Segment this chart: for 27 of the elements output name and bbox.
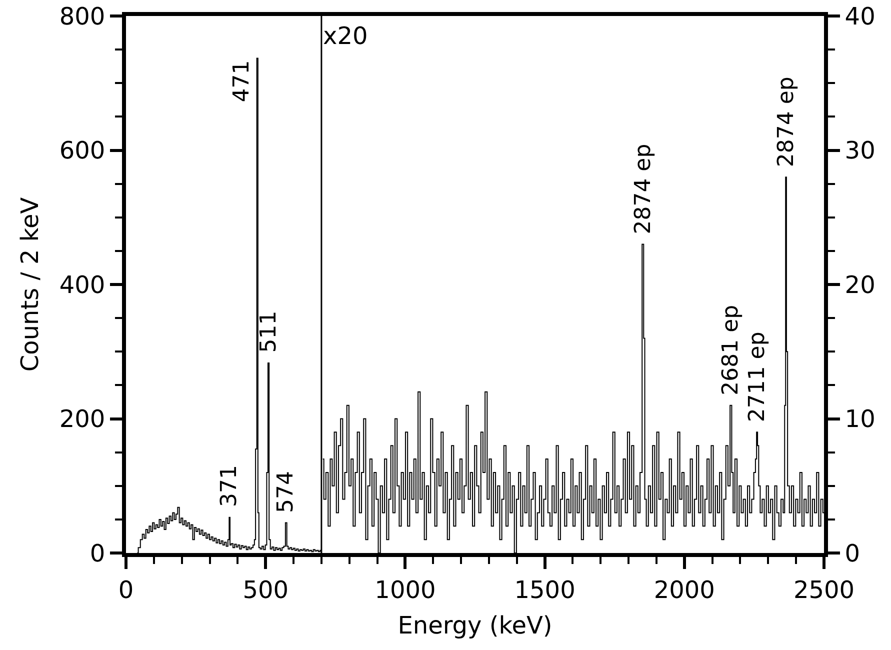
y-tick-label: 0 bbox=[90, 539, 106, 568]
y2-tick-label: 0 bbox=[844, 539, 860, 568]
y2-tick-label: 30 bbox=[844, 136, 876, 165]
x-tick-label: 500 bbox=[242, 576, 289, 604]
x-tick-label: 2000 bbox=[654, 576, 715, 604]
y2-tick-label: 40 bbox=[844, 2, 876, 30]
y-tick-label: 800 bbox=[59, 2, 106, 30]
y-axis-title: Counts / 2 keV bbox=[16, 196, 44, 372]
y-tick-label: 600 bbox=[59, 136, 106, 165]
x-tick-label: 1000 bbox=[374, 576, 436, 604]
y2-tick-label: 10 bbox=[844, 405, 876, 434]
x-axis-title: Energy (keV) bbox=[398, 612, 552, 640]
x-tick-label: 2500 bbox=[793, 576, 855, 604]
y2-tick-label: 20 bbox=[844, 270, 876, 299]
annotation: 2711 ep bbox=[744, 332, 770, 422]
ref-line-label: x20 bbox=[323, 22, 368, 50]
annotation: 2681 ep bbox=[718, 304, 744, 396]
annotation: 471 bbox=[230, 60, 255, 102]
annotation: 511 bbox=[256, 310, 282, 353]
y-tick-label: 400 bbox=[59, 270, 106, 299]
annotation: 371 bbox=[217, 465, 242, 507]
annotation: 574 bbox=[273, 471, 298, 514]
y-tick-label: 200 bbox=[59, 405, 106, 434]
annotation: 2874 ep bbox=[630, 144, 656, 234]
x-tick-label: 0 bbox=[118, 576, 134, 604]
annotation: 2874 ep bbox=[774, 76, 799, 168]
x-tick-label: 1500 bbox=[514, 576, 576, 604]
